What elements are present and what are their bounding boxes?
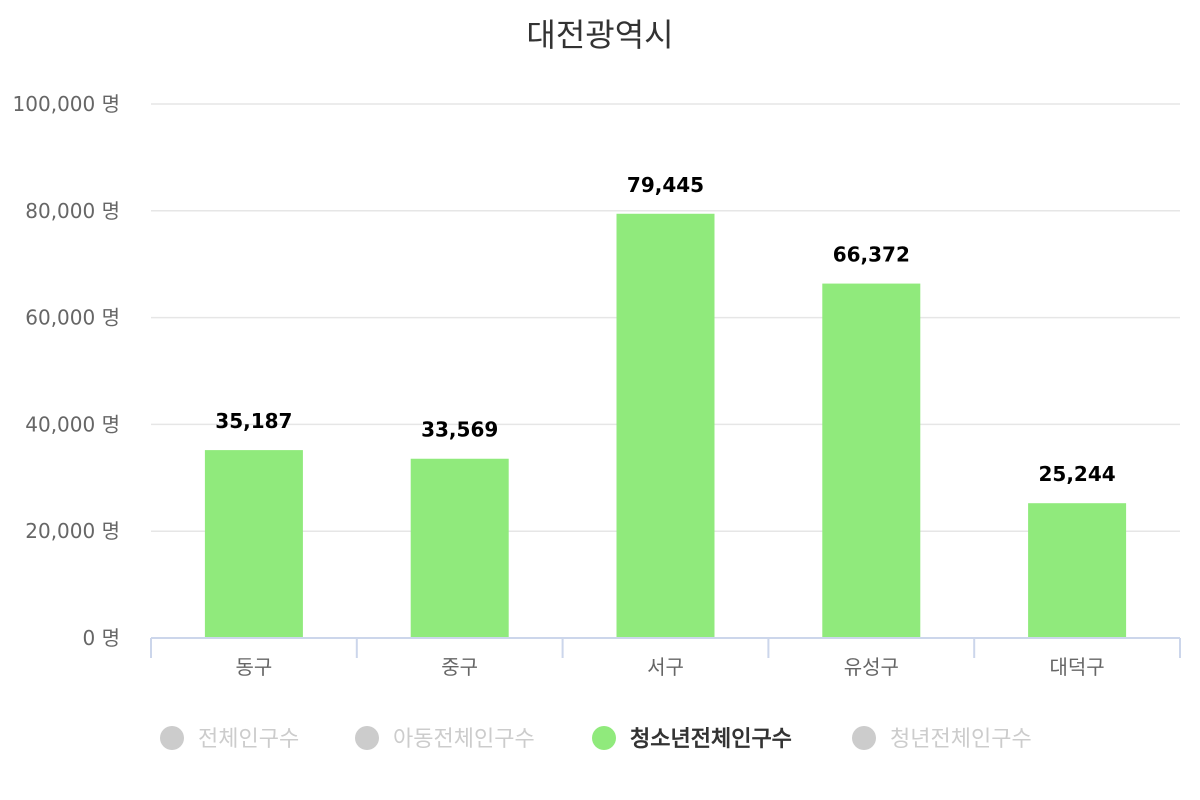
data-label: 35,187	[215, 409, 292, 433]
legend-marker-icon	[355, 726, 379, 750]
data-label: 33,569	[421, 418, 498, 442]
x-axis: 동구 중구 서구 유성구 대덕구	[150, 637, 1181, 679]
y-tick-label: 40,000 명	[25, 412, 120, 436]
x-tick-label: 동구	[235, 655, 272, 679]
legend-label: 아동전체인구수	[393, 727, 535, 752]
legend-label: 청소년전체인구수	[630, 727, 792, 752]
x-tick-label: 중구	[441, 655, 478, 679]
bar[interactable]	[410, 458, 509, 638]
y-tick-label: 60,000 명	[25, 306, 120, 330]
x-tick-label: 대덕구	[1049, 655, 1104, 679]
y-tick-label: 80,000 명	[25, 199, 120, 223]
legend-marker-icon	[160, 726, 184, 750]
y-axis-ticks: 0 명 20,000 명 40,000 명 60,000 명 80,000 명 100,0…	[13, 92, 120, 650]
legend-item[interactable]: 청소년전체인구수	[592, 726, 792, 752]
legend-item[interactable]: 전체인구수	[160, 726, 299, 752]
legend: 전체인구수 아동전체인구수 청소년전체인구수 청년전체인구수	[160, 726, 1032, 752]
bar[interactable]	[1028, 503, 1127, 638]
legend-item[interactable]: 청년전체인구수	[852, 726, 1032, 752]
data-labels: 35,187 33,569 79,445 66,372 25,244	[215, 173, 1115, 486]
bar[interactable]	[204, 450, 303, 638]
y-tick-label: 20,000 명	[25, 519, 120, 543]
bars	[204, 213, 1127, 638]
chart-title: 대전광역시	[526, 16, 673, 54]
legend-marker-icon	[592, 726, 616, 750]
legend-item[interactable]: 아동전체인구수	[355, 726, 535, 752]
x-tick-label: 서구	[647, 655, 684, 679]
y-tick-label: 0 명	[83, 626, 120, 650]
data-label: 25,244	[1039, 462, 1116, 486]
bar[interactable]	[616, 213, 715, 638]
legend-label: 청년전체인구수	[890, 727, 1032, 752]
x-tick-label: 유성구	[844, 655, 899, 679]
data-label: 79,445	[627, 173, 704, 197]
legend-label: 전체인구수	[198, 727, 299, 752]
y-tick-label: 100,000 명	[13, 92, 120, 116]
bar[interactable]	[822, 283, 921, 638]
legend-marker-icon	[852, 726, 876, 750]
data-label: 66,372	[833, 243, 910, 267]
